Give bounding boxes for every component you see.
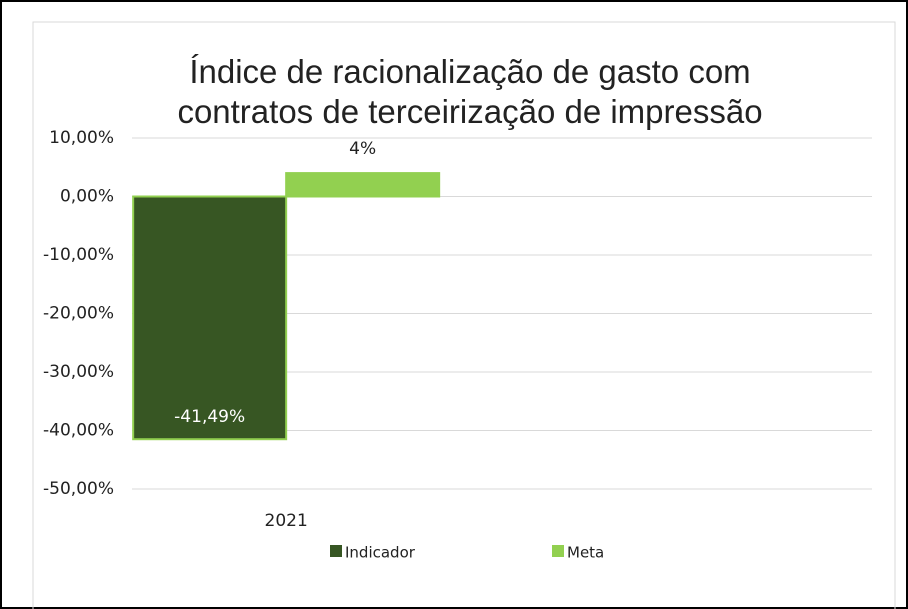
chart-title: Índice de racionalização de gasto com co… <box>177 53 763 130</box>
chart-frame <box>32 21 896 609</box>
y-tick-label: -40,00% <box>43 421 114 441</box>
y-tick-label: -10,00% <box>43 245 114 265</box>
data-label: 4% <box>349 139 376 159</box>
bar <box>285 172 441 198</box>
x-tick-label: 2021 <box>265 511 308 531</box>
y-tick-label: 10,00% <box>49 128 114 148</box>
legend-label: Meta <box>567 544 604 562</box>
legend-swatch <box>552 545 564 557</box>
bar <box>132 195 288 441</box>
legend-swatch <box>330 545 342 557</box>
y-tick-label: 0,00% <box>60 187 114 207</box>
legend-label: Indicador <box>345 544 416 562</box>
y-tick-label: -50,00% <box>43 479 114 499</box>
y-tick-label: -30,00% <box>43 362 114 382</box>
y-tick-label: -20,00% <box>43 304 114 324</box>
data-label: -41,49% <box>174 407 245 427</box>
